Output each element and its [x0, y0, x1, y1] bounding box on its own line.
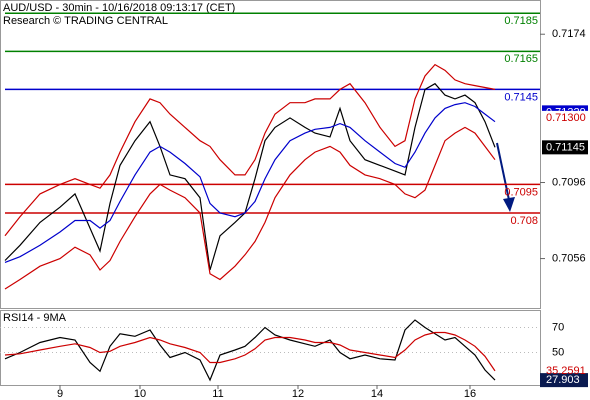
y-tick-label: 0.7096 — [552, 176, 586, 188]
indicator-line — [4, 102, 496, 263]
indicator-line — [4, 63, 496, 237]
rsi-line — [4, 319, 496, 382]
price-tag — [542, 110, 588, 125]
price-line — [4, 82, 496, 271]
rsi-panel — [0, 310, 541, 386]
y-tick-label: 0.7056 — [552, 252, 586, 264]
forecast-arrow — [496, 142, 510, 201]
chart-subtitle: Research © TRADING CENTRAL — [3, 15, 168, 27]
rsi-title: RSI14 - 9MA — [3, 312, 67, 324]
x-tick-label: 12 — [292, 388, 304, 400]
price-tag — [542, 140, 588, 155]
rsi-tag-label: 27.903 — [546, 374, 580, 386]
y-tick-label: 50 — [552, 346, 564, 358]
price-panel — [0, 0, 541, 309]
price-tag-label: 0.71145 — [546, 141, 585, 153]
x-tick-label: 9 — [57, 388, 63, 400]
level-label: 0.7165 — [504, 53, 538, 65]
rsi-tag — [540, 373, 588, 388]
level-label: 0.7095 — [504, 186, 538, 198]
y-tick-label: 70 — [552, 321, 564, 333]
forecast-arrowhead — [503, 197, 515, 212]
x-tick-label: 10 — [134, 388, 146, 400]
x-tick-label: 16 — [464, 388, 476, 400]
rsi-tag-label: 35.2591 — [546, 365, 586, 377]
level-label: 0.7185 — [504, 15, 538, 27]
rsi-line — [4, 331, 496, 372]
y-tick-label: 0.7174 — [552, 28, 586, 40]
chart-title: AUD/USD - 30min - 10/16/2018 09:13:17 (C… — [3, 2, 235, 14]
x-tick-label: 14 — [371, 388, 383, 400]
level-label: 0.7145 — [504, 91, 538, 103]
level-label: 0.708 — [510, 215, 538, 227]
indicator-line — [4, 126, 496, 290]
price-tag-label: 0.71300 — [546, 112, 586, 124]
x-tick-label: 11 — [212, 388, 223, 400]
